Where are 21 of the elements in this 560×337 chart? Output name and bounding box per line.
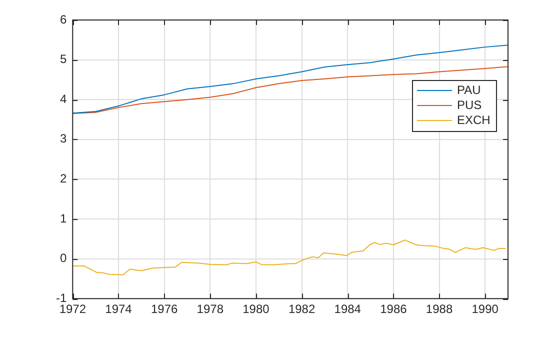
y-tick-label: -1	[56, 290, 67, 305]
x-tick-label: 1972	[59, 302, 86, 316]
legend-label: PUS	[457, 98, 482, 112]
legend-label: EXCH	[457, 112, 490, 127]
y-tick-label: 6	[60, 12, 67, 26]
x-tick-label: 1978	[196, 302, 224, 316]
y-tick-label: 0	[60, 251, 67, 266]
x-tick-label: 1976	[150, 302, 178, 316]
x-tick-label: 1990	[472, 302, 499, 316]
x-tick-label: 1980	[242, 302, 270, 316]
x-tick-label: 1984	[334, 302, 362, 316]
legend-label: PAU	[457, 82, 481, 97]
y-tick-label: 4	[60, 92, 67, 106]
x-tick-label: 1982	[288, 302, 316, 316]
y-tick-label: 2	[60, 172, 67, 186]
y-tick-label: 3	[60, 132, 67, 146]
y-tick-label: 5	[60, 52, 67, 66]
x-tick-label: 1986	[380, 302, 408, 316]
x-tick-label: 1988	[426, 302, 453, 316]
x-tick-label: 1974	[105, 302, 132, 316]
y-tick-label: 1	[60, 211, 67, 226]
